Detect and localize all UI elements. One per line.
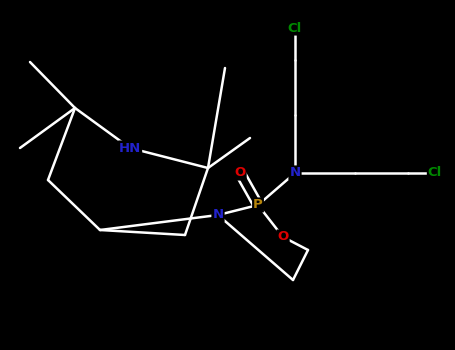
Text: O: O [234,167,246,180]
Text: Cl: Cl [428,167,442,180]
Text: HN: HN [119,141,141,154]
Text: N: N [289,167,301,180]
Text: N: N [212,209,223,222]
Text: O: O [278,231,288,244]
Text: P: P [253,198,263,211]
Text: Cl: Cl [288,21,302,35]
